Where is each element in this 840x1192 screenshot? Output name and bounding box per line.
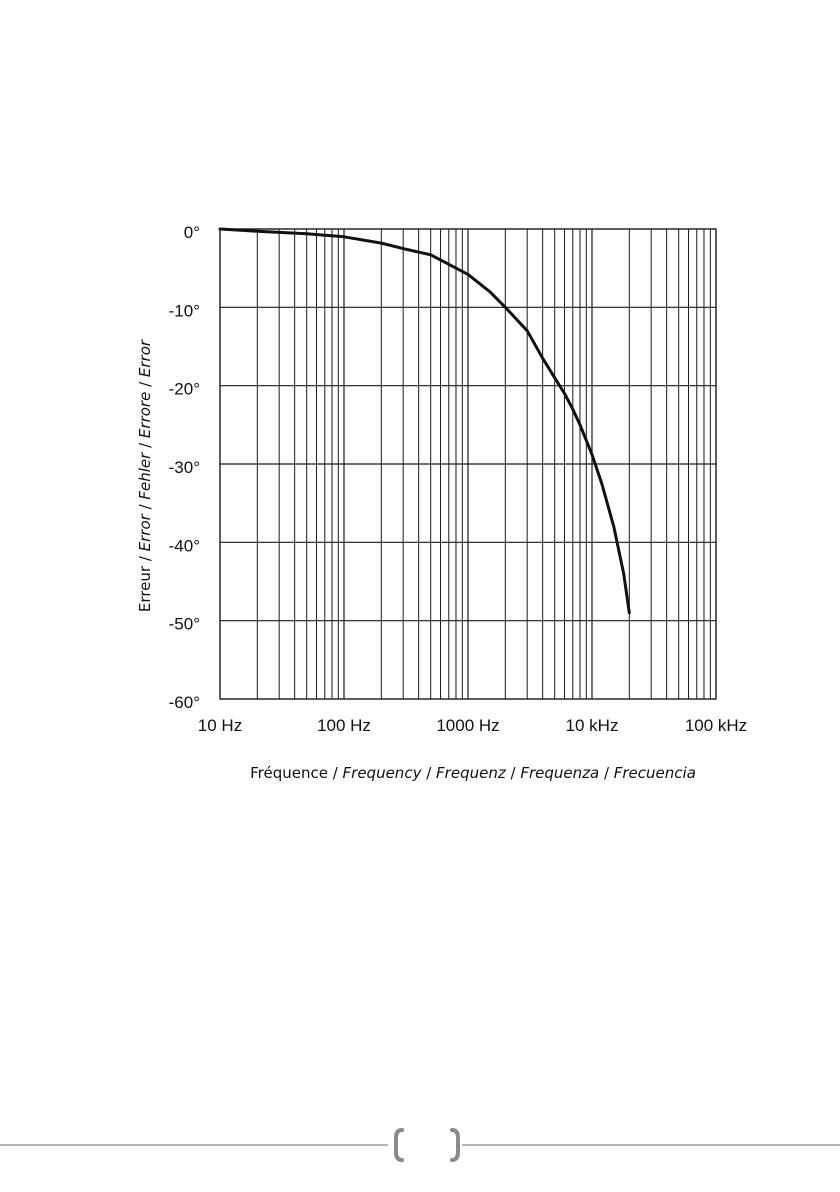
axis-title-part: Frequency: [343, 764, 423, 782]
axis-title-part: /: [136, 500, 154, 515]
y-axis-title: Erreur / Error / Fehler / Errore / Error: [136, 339, 154, 612]
axis-title-part: Frequenz: [436, 764, 507, 782]
y-tick-label: -40°: [169, 536, 200, 555]
x-tick-label: 100 kHz: [685, 716, 747, 735]
axis-title-part: Frecuencia: [614, 764, 696, 782]
axis-title-part: /: [136, 377, 154, 392]
x-tick-labels: 10 Hz 100 Hz 1000 Hz 10 kHz 100 kHz: [198, 716, 747, 735]
x-tick-label: 10 kHz: [566, 716, 619, 735]
axis-title-part: /: [136, 551, 154, 566]
series-line: [218, 227, 631, 615]
y-tick-label: 0°: [184, 223, 200, 242]
page-bracket-right: [450, 1128, 460, 1162]
y-tick-label: -20°: [169, 380, 200, 399]
y-tick-label: -60°: [169, 693, 200, 712]
axis-title-part: /: [328, 764, 343, 782]
axis-title-part: Fréquence: [250, 764, 328, 782]
page-bracket-left: [394, 1128, 404, 1162]
x-tick-label: 10 Hz: [198, 716, 242, 735]
x-axis-title: Fréquence / Frequency / Frequenz / Frequ…: [250, 764, 696, 782]
axis-title-part: Error: [136, 513, 154, 551]
axis-title-part: Errore: [136, 392, 154, 438]
y-tick-label: -10°: [169, 301, 200, 320]
axis-title-part: /: [421, 764, 436, 782]
axis-title-part: Fehler: [136, 452, 154, 500]
page-footer: [0, 1128, 840, 1162]
x-tick-label: 100 Hz: [317, 716, 371, 735]
x-tick-label: 1000 Hz: [436, 716, 499, 735]
axis-title-part: /: [599, 764, 614, 782]
axis-title-part: Error: [136, 339, 154, 377]
plot-frame: [219, 228, 717, 700]
axis-title-part: /: [506, 764, 521, 782]
chart-grid: [220, 229, 716, 699]
axis-title-part: Erreur: [136, 565, 154, 612]
y-tick-label: -50°: [169, 615, 200, 634]
axis-title-part: /: [136, 438, 154, 453]
y-tick-label: -30°: [169, 458, 200, 477]
y-tick-labels: 0° -10° -20° -30° -40° -50° -60°: [169, 223, 200, 712]
axis-title-part: Frequenza: [520, 764, 599, 782]
